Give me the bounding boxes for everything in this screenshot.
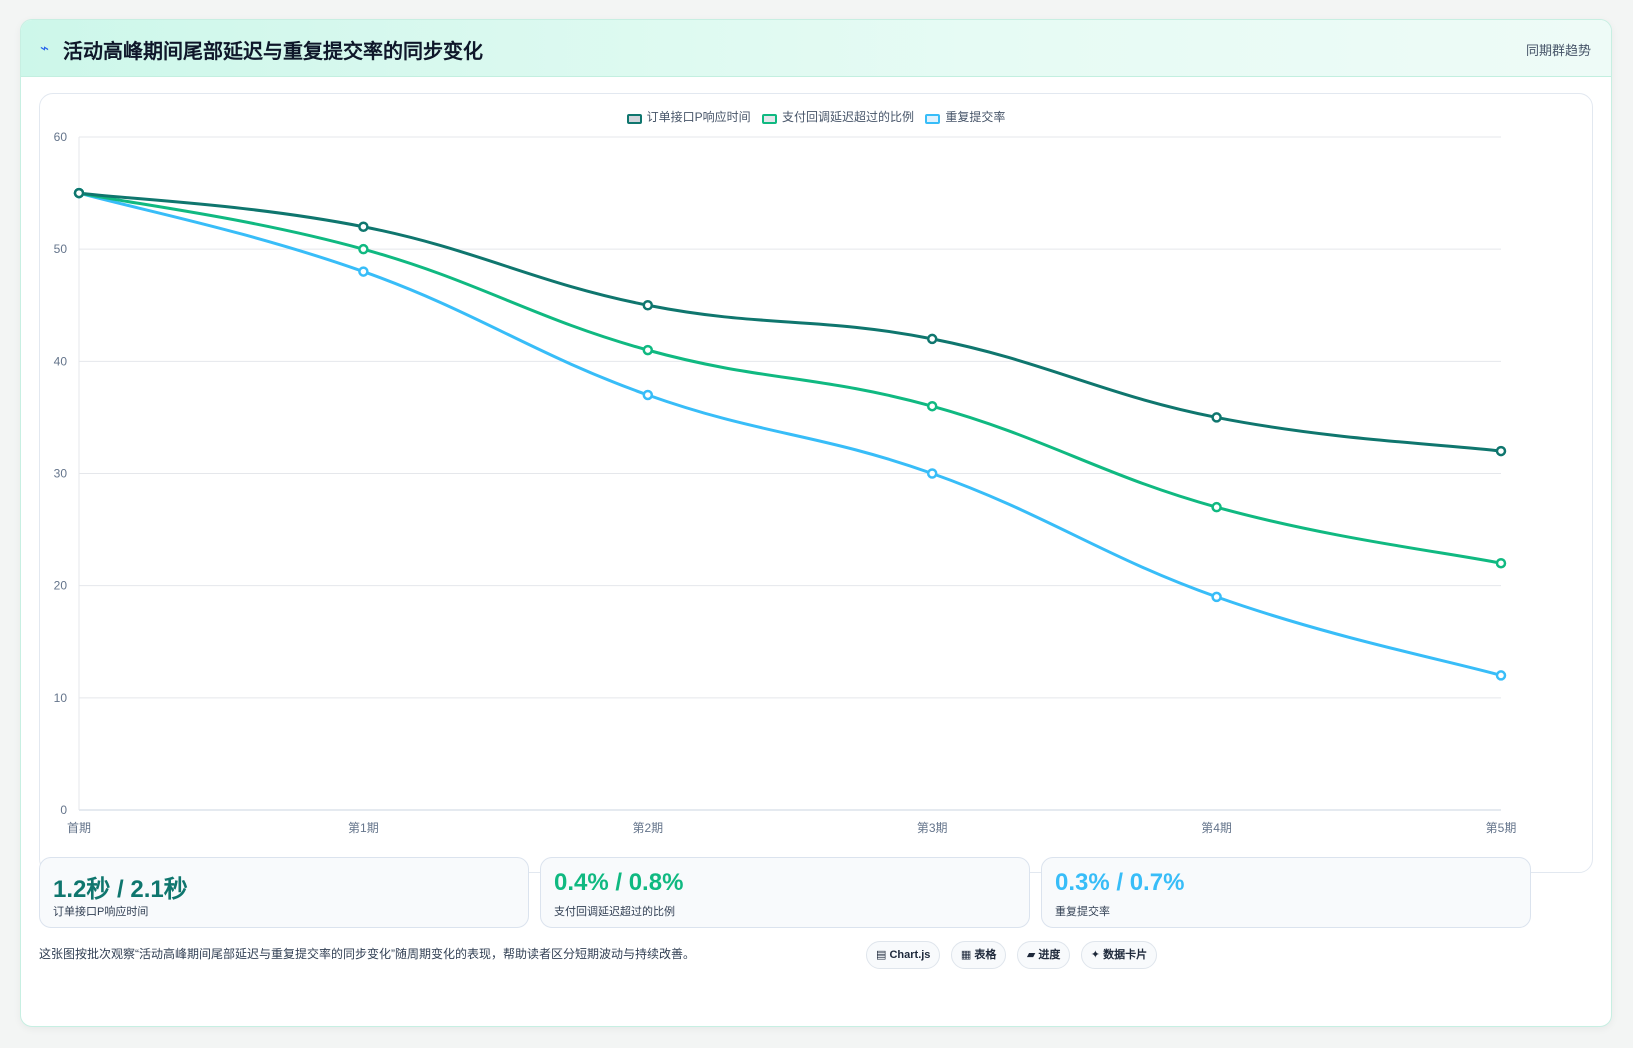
x-tick-label: 第4期 [1201, 821, 1232, 835]
pill-table[interactable]: ▦ 表格 [950, 941, 1007, 969]
data-point [358, 221, 369, 232]
series-line [77, 191, 1503, 453]
pill-label: 表格 [974, 949, 997, 961]
chart-card: ⌁ 活动高峰期间尾部延迟与重复提交率的同步变化 同期群趋势 订单接口P响应时间 … [20, 19, 1612, 1027]
stat-card-payment-callback: 0.4% / 0.8% 支付回调延迟超过的比例 [540, 857, 1030, 928]
data-point [73, 187, 85, 199]
stat-card-duplicate-rate: 0.3% / 0.7% 重复提交率 [1041, 857, 1531, 928]
data-point [642, 300, 654, 311]
pill-label: 数据卡片 [1103, 949, 1148, 961]
stat-label: 支付回调延迟超过的比例 [554, 906, 675, 918]
chart-legend: 订单接口P响应时间 支付回调延迟超过的比例 重复提交率 [40, 108, 1592, 125]
data-point [926, 468, 938, 479]
pill-chartjs[interactable]: ▤ Chart.js [866, 941, 941, 969]
stat-value: 1.2秒 / 2.1秒 [53, 876, 188, 903]
legend-label: 重复提交率 [945, 110, 1006, 124]
pill-label: Chart.js [889, 949, 931, 961]
legend-item-order-api[interactable]: 订单接口P响应时间 [626, 108, 751, 125]
data-point [642, 389, 654, 401]
data-point [358, 243, 369, 255]
data-point [1495, 445, 1507, 457]
data-point [926, 333, 938, 345]
data-point [926, 400, 938, 412]
legend-item-duplicate-rate[interactable]: 重复提交率 [925, 108, 1005, 125]
x-tick-label: 第2期 [632, 821, 663, 835]
series-line [77, 191, 1503, 565]
stat-label: 订单接口P响应时间 [53, 906, 149, 918]
chart-icon: ▤ [876, 949, 887, 961]
cohort-trend-tag: 同期群趋势 [1525, 43, 1591, 58]
data-point [1211, 412, 1222, 423]
pill-label: 进度 [1038, 949, 1061, 961]
y-tick-label: 10 [54, 691, 68, 705]
pill-progress[interactable]: ▰ 进度 [1016, 941, 1071, 969]
legend-item-payment-callback[interactable]: 支付回调延迟超过的比例 [761, 108, 914, 125]
data-point [1211, 591, 1222, 603]
y-tick-label: 30 [54, 467, 68, 481]
chart-description: 这张图按批次观察“活动高峰期间尾部延迟与重复提交率的同步变化”随周期变化的表现，… [39, 947, 695, 961]
data-point [358, 266, 369, 277]
legend-label: 支付回调延迟超过的比例 [781, 110, 914, 124]
stat-value: 0.4% / 0.8% [554, 869, 684, 896]
x-tick-label: 第3期 [917, 821, 948, 835]
pill-data-card[interactable]: ✦ 数据卡片 [1080, 941, 1158, 969]
data-point [1211, 501, 1222, 513]
legend-swatch [925, 114, 941, 124]
series-line [77, 191, 1503, 677]
stat-label: 重复提交率 [1055, 906, 1110, 918]
legend-label: 订单接口P响应时间 [646, 110, 751, 124]
y-tick-label: 20 [54, 579, 68, 593]
chart-panel: 订单接口P响应时间 支付回调延迟超过的比例 重复提交率 0 10 20 30 40 50 6… [39, 93, 1593, 873]
page-title: 活动高峰期间尾部延迟与重复提交率的同步变化 [63, 41, 483, 63]
x-tick-label: 第1期 [348, 821, 379, 835]
stat-value: 0.3% / 0.7% [1055, 869, 1185, 896]
data-point [1495, 670, 1507, 681]
legend-swatch [626, 114, 642, 124]
card-header: ⌁ 活动高峰期间尾部延迟与重复提交率的同步变化 同期群趋势 [21, 20, 1611, 77]
trend-icon: ⌁ [40, 40, 50, 57]
data-point [642, 344, 654, 356]
data-point [1495, 557, 1507, 569]
sparkle-icon: ✦ [1090, 949, 1101, 961]
progress-icon: ▰ [1026, 949, 1036, 961]
y-tick-label: 60 [54, 130, 68, 144]
y-tick-label: 50 [54, 242, 68, 256]
x-tick-label: 第5期 [1486, 821, 1517, 835]
y-tick-label: 40 [54, 354, 68, 368]
stat-card-order-api: 1.2秒 / 2.1秒 订单接口P响应时间 [39, 857, 529, 928]
feature-pills: ▤ Chart.js ▦ 表格 ▰ 进度 ✦ 数据卡片 [866, 941, 1163, 969]
table-icon: ▦ [960, 949, 972, 961]
legend-swatch [761, 114, 777, 124]
x-tick-label: 首期 [67, 821, 91, 835]
line-chart: 0 10 20 30 40 50 60 首期 第1期 第2期 第3期 第4期 第5期 [54, 130, 1517, 835]
y-tick-label: 0 [60, 803, 67, 817]
